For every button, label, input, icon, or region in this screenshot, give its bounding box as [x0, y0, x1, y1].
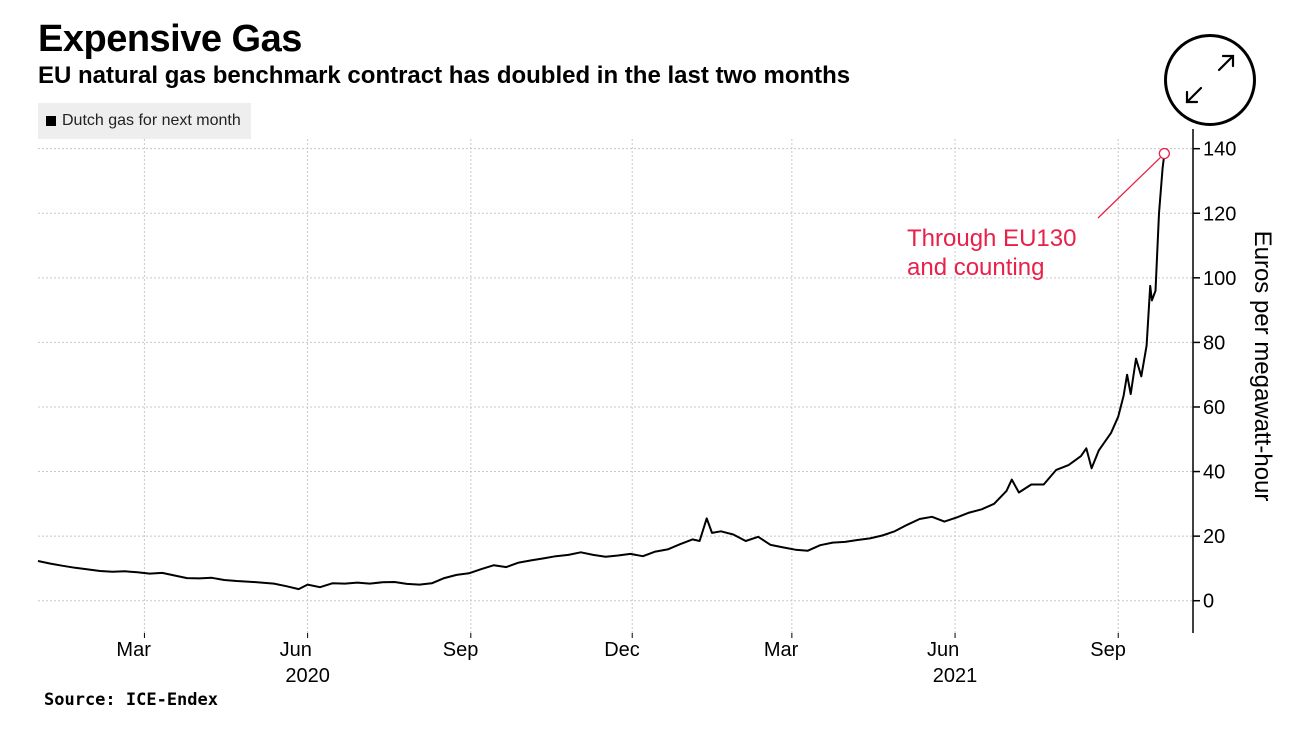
source-note: Source: ICE-Endex	[44, 690, 218, 710]
legend-swatch	[46, 116, 56, 126]
year-label: 2021	[933, 665, 978, 687]
annotation-text: Through EU130	[907, 225, 1076, 252]
x-tick-label: Sep	[1090, 639, 1126, 661]
x-tick-label: Dec	[604, 639, 640, 661]
x-tick-label: Mar	[764, 639, 799, 661]
x-tick-label: Jun	[927, 639, 959, 661]
y-tick-label: 20	[1203, 526, 1225, 548]
y-tick-label: 100	[1203, 268, 1236, 290]
legend-label: Dutch gas for next month	[62, 112, 241, 129]
chart-legend: Dutch gas for next month	[38, 103, 251, 139]
series-line-dutch-gas	[37, 153, 1166, 591]
y-axis-label: Euros per megawatt-hour	[1249, 231, 1276, 502]
y-tick-label: 60	[1203, 397, 1225, 419]
y-tick-label: 0	[1203, 591, 1214, 613]
annotation-marker	[1158, 147, 1171, 160]
y-tick-label: 80	[1203, 332, 1225, 354]
x-tick-label: Sep	[443, 639, 479, 661]
x-tick-label: Jun	[280, 639, 312, 661]
axes: 0 20 40 60 80 100 120 140 Mar Jun Sep Dec Mar Jun Sep 2…	[116, 129, 1276, 687]
y-tick-label: 140	[1203, 139, 1236, 161]
year-label: 2020	[285, 665, 330, 687]
annotation-text: and counting	[907, 254, 1044, 281]
chart-title: Expensive Gas	[38, 18, 302, 60]
y-tick-label: 40	[1203, 462, 1225, 484]
annotation-leader	[1097, 157, 1161, 219]
y-tick-label: 120	[1203, 203, 1236, 225]
x-tick-label: Mar	[116, 639, 151, 661]
expand-icon	[1185, 54, 1235, 104]
chart-subtitle: EU natural gas benchmark contract has do…	[38, 62, 851, 89]
expand-button[interactable]	[1164, 34, 1256, 126]
series-layer	[37, 153, 1166, 591]
grid	[38, 139, 1193, 633]
